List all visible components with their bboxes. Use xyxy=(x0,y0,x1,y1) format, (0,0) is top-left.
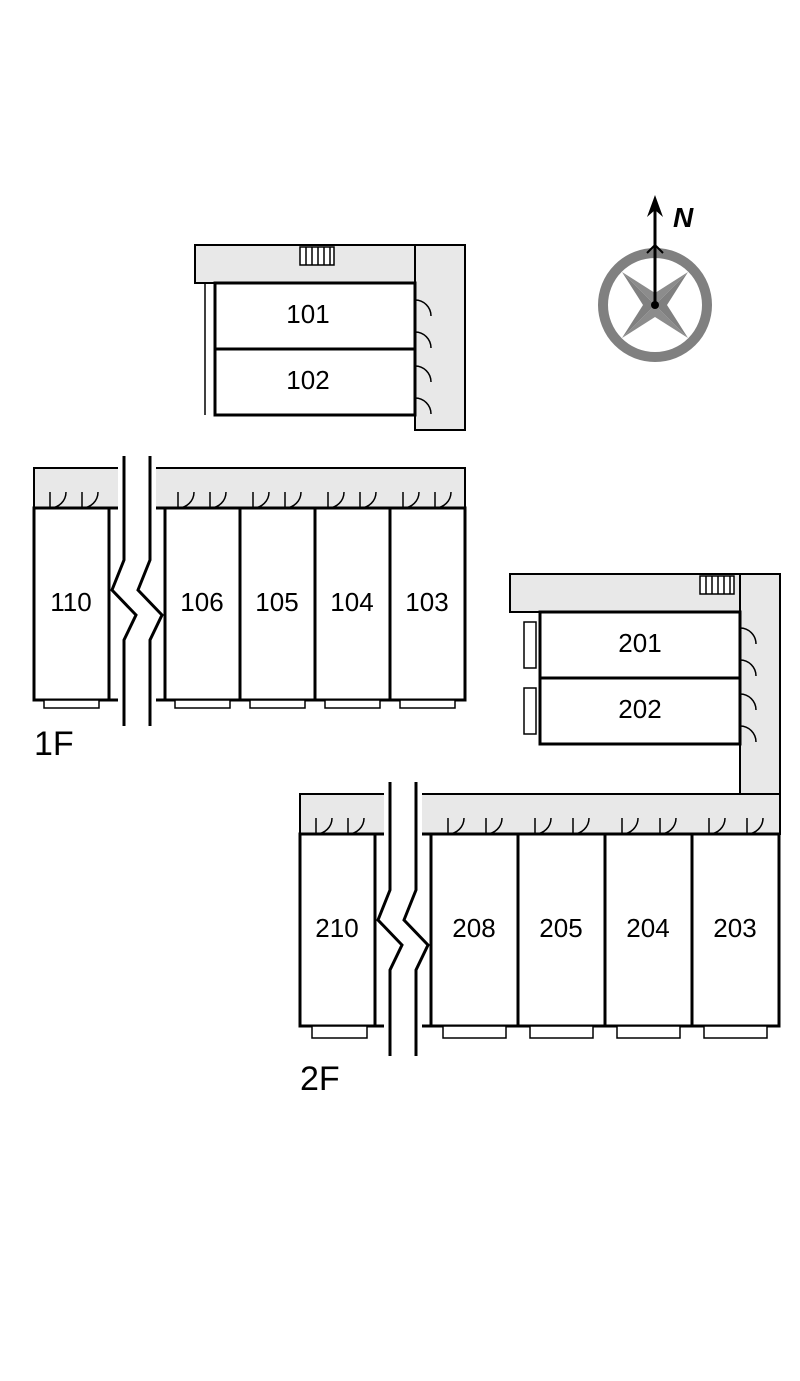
compass-label: N xyxy=(673,202,694,233)
corridor-2f-right xyxy=(740,574,780,794)
corridor-1f-right xyxy=(415,245,465,430)
unit-110-label: 110 xyxy=(50,587,91,617)
unit-201-label: 201 xyxy=(618,628,661,658)
unit-101-label: 101 xyxy=(286,299,329,329)
corridor-1f-lower xyxy=(34,468,465,508)
unit-204-label: 204 xyxy=(626,913,669,943)
unit-210-label: 210 xyxy=(315,913,358,943)
unit-104-label: 104 xyxy=(330,587,373,617)
floor-1-label: 1F xyxy=(34,725,74,763)
balcony-2f xyxy=(312,1026,767,1038)
balcony-2f-top xyxy=(524,622,536,734)
unit-103-label: 103 xyxy=(405,587,448,617)
break-line-1f xyxy=(112,456,162,726)
unit-205-label: 205 xyxy=(539,913,582,943)
unit-105-label: 105 xyxy=(255,587,298,617)
corridor-2f-lower xyxy=(300,794,780,834)
unit-106-label: 106 xyxy=(180,587,223,617)
floor-1: 101 102 110 xyxy=(34,245,465,763)
unit-row-1f xyxy=(34,508,465,700)
break-line-2f xyxy=(378,782,428,1056)
unit-202-label: 202 xyxy=(618,694,661,724)
compass-rose: N xyxy=(603,195,707,357)
stair-icon-1f xyxy=(300,247,334,265)
unit-203-label: 203 xyxy=(713,913,756,943)
floor-2-label: 2F xyxy=(300,1060,340,1098)
unit-102-label: 102 xyxy=(286,365,329,395)
stair-icon-2f xyxy=(700,576,734,594)
unit-208-label: 208 xyxy=(452,913,495,943)
floorplan-diagram: N 101 102 xyxy=(0,0,800,1381)
